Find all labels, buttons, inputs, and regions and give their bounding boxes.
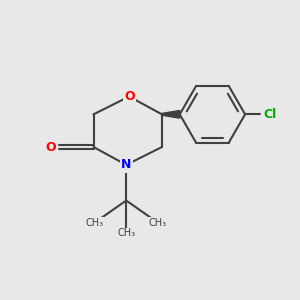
Text: CH₃: CH₃ bbox=[148, 218, 166, 228]
Text: O: O bbox=[124, 90, 134, 103]
Text: CH₃: CH₃ bbox=[86, 218, 104, 228]
Text: N: N bbox=[121, 158, 131, 171]
Text: CH₃: CH₃ bbox=[117, 228, 135, 238]
Text: O: O bbox=[45, 140, 56, 154]
Polygon shape bbox=[162, 110, 180, 118]
Text: Cl: Cl bbox=[264, 108, 277, 121]
